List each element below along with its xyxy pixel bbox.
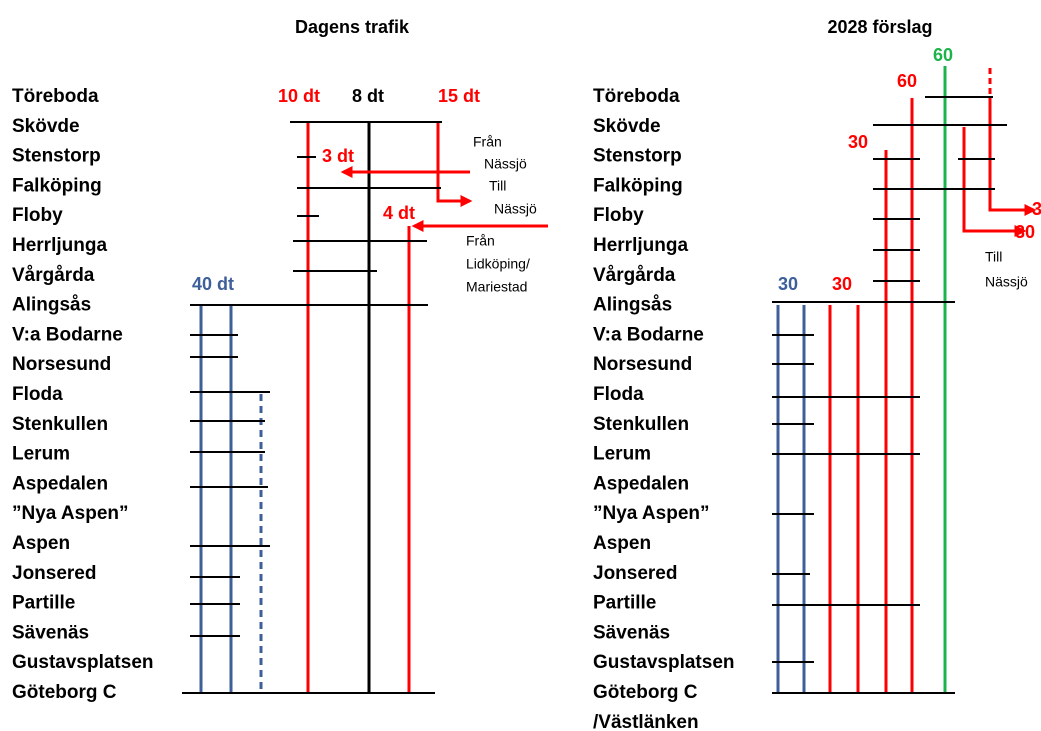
station: Falköping bbox=[593, 175, 683, 196]
station: Norsesund bbox=[593, 354, 692, 375]
note: Nässjö bbox=[494, 201, 537, 217]
station: Falköping bbox=[12, 175, 102, 196]
note: Till bbox=[489, 178, 506, 194]
title: Dagens trafik bbox=[295, 17, 410, 37]
station: Stenkullen bbox=[593, 414, 689, 435]
station: Partille bbox=[12, 593, 75, 614]
station: Lerum bbox=[12, 444, 70, 465]
station: Skövde bbox=[12, 116, 80, 137]
station: Aspedalen bbox=[12, 473, 108, 494]
station: Göteborg C bbox=[12, 682, 117, 703]
line-label: 60 bbox=[933, 45, 953, 65]
note: Från bbox=[473, 134, 502, 150]
right-lines bbox=[772, 66, 1037, 694]
station: Floda bbox=[593, 384, 644, 405]
station: Alingsås bbox=[593, 295, 672, 316]
line-label: 30 bbox=[848, 132, 868, 152]
note: Nässjö bbox=[985, 274, 1028, 290]
station: Töreboda bbox=[12, 86, 99, 107]
title: 2028 förslag bbox=[827, 17, 932, 37]
station: ”Nya Aspen” bbox=[12, 503, 129, 524]
station: Alingsås bbox=[12, 295, 91, 316]
station: Gustavsplatsen bbox=[12, 652, 154, 673]
note: Lidköping/ bbox=[466, 256, 530, 272]
station: Herrljunga bbox=[12, 235, 107, 256]
station: ”Nya Aspen” bbox=[593, 503, 710, 524]
station: V:a Bodarne bbox=[12, 324, 123, 345]
note: Nässjö bbox=[484, 156, 527, 172]
station: Partille bbox=[593, 593, 656, 614]
left-lines bbox=[182, 121, 548, 694]
line-label: 30 bbox=[1015, 222, 1035, 242]
station: Sävenäs bbox=[12, 622, 89, 643]
line-label: 60 bbox=[897, 71, 917, 91]
station: Norsesund bbox=[12, 354, 111, 375]
station: Lerum bbox=[593, 444, 651, 465]
note: Till bbox=[985, 249, 1002, 265]
line-label: 15 dt bbox=[438, 86, 480, 106]
station: Floby bbox=[593, 205, 644, 226]
line-label: 10 dt bbox=[278, 86, 320, 106]
station: V:a Bodarne bbox=[593, 324, 704, 345]
note: Från bbox=[466, 233, 495, 249]
line-label: 8 dt bbox=[352, 86, 384, 106]
line-label: 30 bbox=[832, 274, 852, 294]
station: Stenkullen bbox=[12, 414, 108, 435]
station: Vårgårda bbox=[12, 265, 95, 286]
line-label: 3 dt bbox=[322, 146, 354, 166]
line-label: 30 bbox=[778, 274, 798, 294]
station: Töreboda bbox=[593, 86, 680, 107]
station: Aspen bbox=[593, 533, 651, 554]
station: Stenstorp bbox=[12, 146, 101, 167]
note: Mariestad bbox=[466, 279, 527, 295]
station: Aspedalen bbox=[593, 473, 689, 494]
station: /Västlänken bbox=[593, 712, 699, 731]
station: Skövde bbox=[593, 116, 661, 137]
line-label: 4 dt bbox=[383, 203, 415, 223]
line-label: 30 bbox=[1032, 199, 1041, 219]
station: Floda bbox=[12, 384, 63, 405]
station: Jonsered bbox=[12, 563, 96, 584]
station: Aspen bbox=[12, 533, 70, 554]
station: Gustavsplatsen bbox=[593, 652, 735, 673]
station: Jonsered bbox=[593, 563, 677, 584]
station: Göteborg C bbox=[593, 682, 698, 703]
station: Herrljunga bbox=[593, 235, 688, 256]
station: Floby bbox=[12, 205, 63, 226]
line-label: 40 dt bbox=[192, 274, 234, 294]
station: Stenstorp bbox=[593, 146, 682, 167]
station: Sävenäs bbox=[593, 622, 670, 643]
station: Vårgårda bbox=[593, 265, 676, 286]
